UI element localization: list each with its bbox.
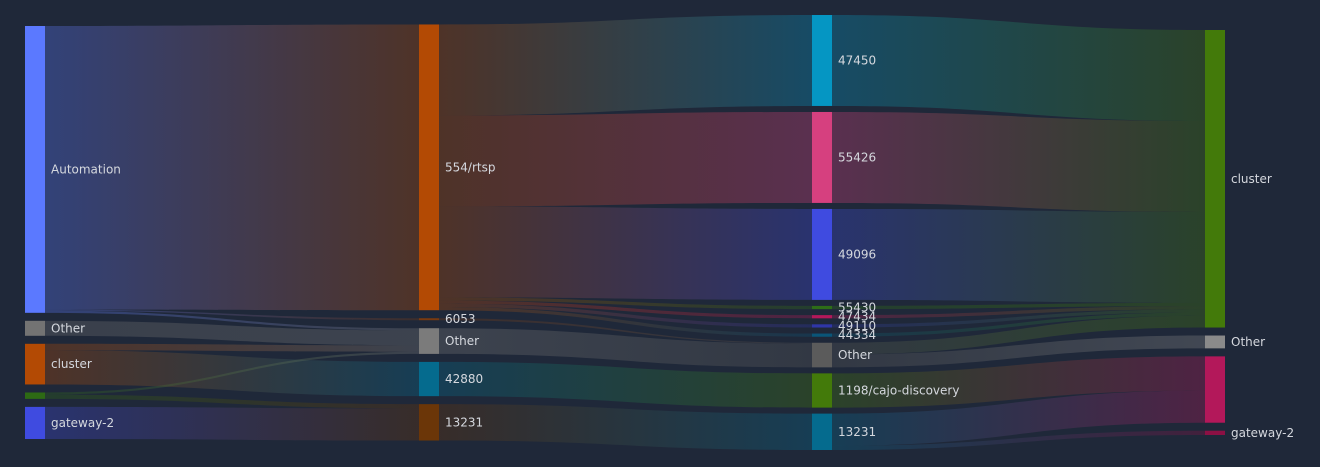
- link-p44334-to-cluster_dst: [832, 312, 1205, 337]
- node-label-p44334: 44334: [838, 328, 876, 342]
- node-p44334: [812, 333, 832, 337]
- node-gateway2_dst: [1205, 430, 1225, 435]
- node-p47450: [812, 15, 832, 106]
- node-p554: [419, 24, 439, 311]
- node-p49110: [812, 324, 832, 328]
- node-label-p13231b: 13231: [838, 425, 876, 439]
- node-label-p47434: 47434: [838, 310, 876, 324]
- link-p554-to-p49096: [439, 206, 812, 300]
- node-label-c0_other: Other: [51, 321, 85, 335]
- link-p554-to-p47434: [439, 300, 812, 319]
- node-p49096: [812, 208, 832, 300]
- link-p49096-to-cluster_dst: [832, 208, 1205, 303]
- node-c0_small: [25, 392, 45, 399]
- node-label-gateway2_src: gateway-2: [51, 416, 114, 430]
- node-p13231a: [419, 404, 439, 441]
- node-label-p49110: 49110: [838, 319, 876, 333]
- link-gateway2_src-to-p13231a: [45, 406, 419, 441]
- node-label-p49096: 49096: [838, 247, 876, 261]
- node-label-p554: 554/rtsp: [445, 160, 495, 174]
- link-p13231b-to-p_dst_mid: [832, 390, 1205, 446]
- node-label-p1198: 1198/cajo-discovery: [838, 383, 959, 397]
- node-p47434: [812, 315, 832, 319]
- node-cluster_dst: [1205, 30, 1225, 328]
- link-p55430-to-cluster_dst: [832, 302, 1205, 310]
- link-p13231a-to-p13231b: [439, 404, 812, 450]
- link-automation-to-p554: [45, 24, 419, 311]
- node-label-p55426: 55426: [838, 150, 876, 164]
- node-label-p6053: 6053: [445, 312, 476, 326]
- link-p554-to-p47450: [439, 15, 812, 116]
- node-label-p13231a: 13231: [445, 415, 483, 429]
- link-p42880-to-p1198: [439, 361, 812, 408]
- link-c2_other-to-c3_other: [832, 335, 1205, 368]
- link-c1_other-to-c2_other: [439, 328, 812, 368]
- node-p6053: [419, 318, 439, 321]
- link-c2_other-to-cluster_dst: [832, 315, 1205, 355]
- node-label-cluster_dst: cluster: [1231, 172, 1272, 186]
- node-automation: [25, 26, 45, 313]
- link-p47434-to-cluster_dst: [832, 306, 1205, 319]
- node-label-gateway2_dst: gateway-2: [1231, 426, 1294, 440]
- node-label-c0_cluster: cluster: [51, 357, 92, 371]
- sankey-nodes: [25, 15, 1225, 450]
- link-c0_small-to-p13231a: [45, 394, 419, 409]
- node-label-c3_other: Other: [1231, 335, 1265, 349]
- link-p55426-to-cluster_dst: [832, 111, 1205, 212]
- node-c1_other: [419, 328, 439, 354]
- link-c0_other-to-c1_other: [45, 320, 419, 346]
- node-c0_cluster: [25, 343, 45, 385]
- node-label-c2_other: Other: [838, 348, 872, 362]
- node-label-p47450: 47450: [838, 53, 876, 67]
- link-p554-to-p49110: [439, 303, 812, 328]
- node-label-c1_other: Other: [445, 334, 479, 348]
- link-p49110-to-cluster_dst: [832, 309, 1205, 328]
- link-p554-to-p55426: [439, 111, 812, 207]
- node-p1198: [812, 373, 832, 408]
- link-p1198-to-p_dst_mid: [832, 356, 1205, 408]
- link-p6053-to-c2_other: [439, 318, 812, 344]
- node-c0_other: [25, 320, 45, 336]
- node-c3_other: [1205, 335, 1225, 349]
- node-p13231b: [812, 413, 832, 450]
- link-c0_cluster-to-c1_other: [45, 343, 419, 352]
- node-label-automation: Automation: [51, 162, 121, 176]
- link-p554-to-p55430: [439, 297, 812, 310]
- node-c2_other: [812, 342, 832, 368]
- node-label-p42880: 42880: [445, 372, 483, 386]
- node-p55430: [812, 305, 832, 310]
- link-p554-to-p44334: [439, 307, 812, 337]
- sankey-links: [45, 15, 1205, 450]
- node-p_dst_mid: [1205, 356, 1225, 423]
- sankey-labels: Automation Other cluster gateway-2 554/rtsp 6…: [51, 53, 1294, 439]
- node-p55426: [812, 111, 832, 203]
- link-automation-to-c1_other: [45, 310, 419, 331]
- link-c0_small-to-c1_other: [45, 351, 419, 395]
- node-label-p55430: 55430: [838, 301, 876, 315]
- node-gateway2_src: [25, 406, 45, 439]
- link-p13231b-to-gateway2_dst: [832, 430, 1205, 450]
- node-p42880: [419, 361, 439, 397]
- link-p47450-to-cluster_dst: [832, 15, 1205, 121]
- link-automation-to-p6053: [45, 309, 419, 321]
